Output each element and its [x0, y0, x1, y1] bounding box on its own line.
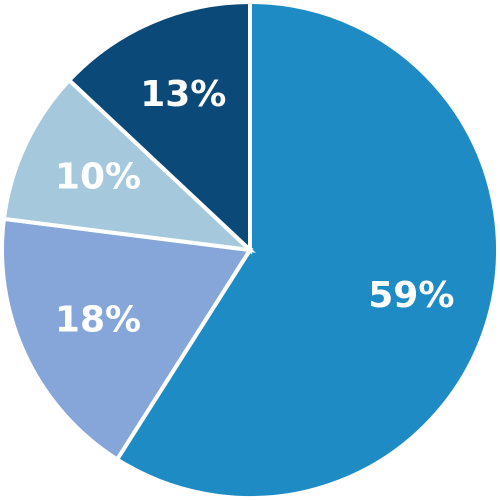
pie-slice-label-1: 59%: [368, 275, 454, 316]
pie-slice-label-3: 10%: [55, 156, 141, 197]
pie-slice-4: [66, 0, 252, 255]
pie-slice-label-4: 13%: [140, 74, 226, 115]
pie-slice-2: [0, 216, 254, 463]
pie-slice-label-2: 18%: [55, 300, 141, 341]
pie-slice-1: [114, 0, 500, 500]
pie-slice-3: [1, 77, 256, 253]
pie-labels: 59% 18% 10% 13%: [55, 74, 455, 341]
